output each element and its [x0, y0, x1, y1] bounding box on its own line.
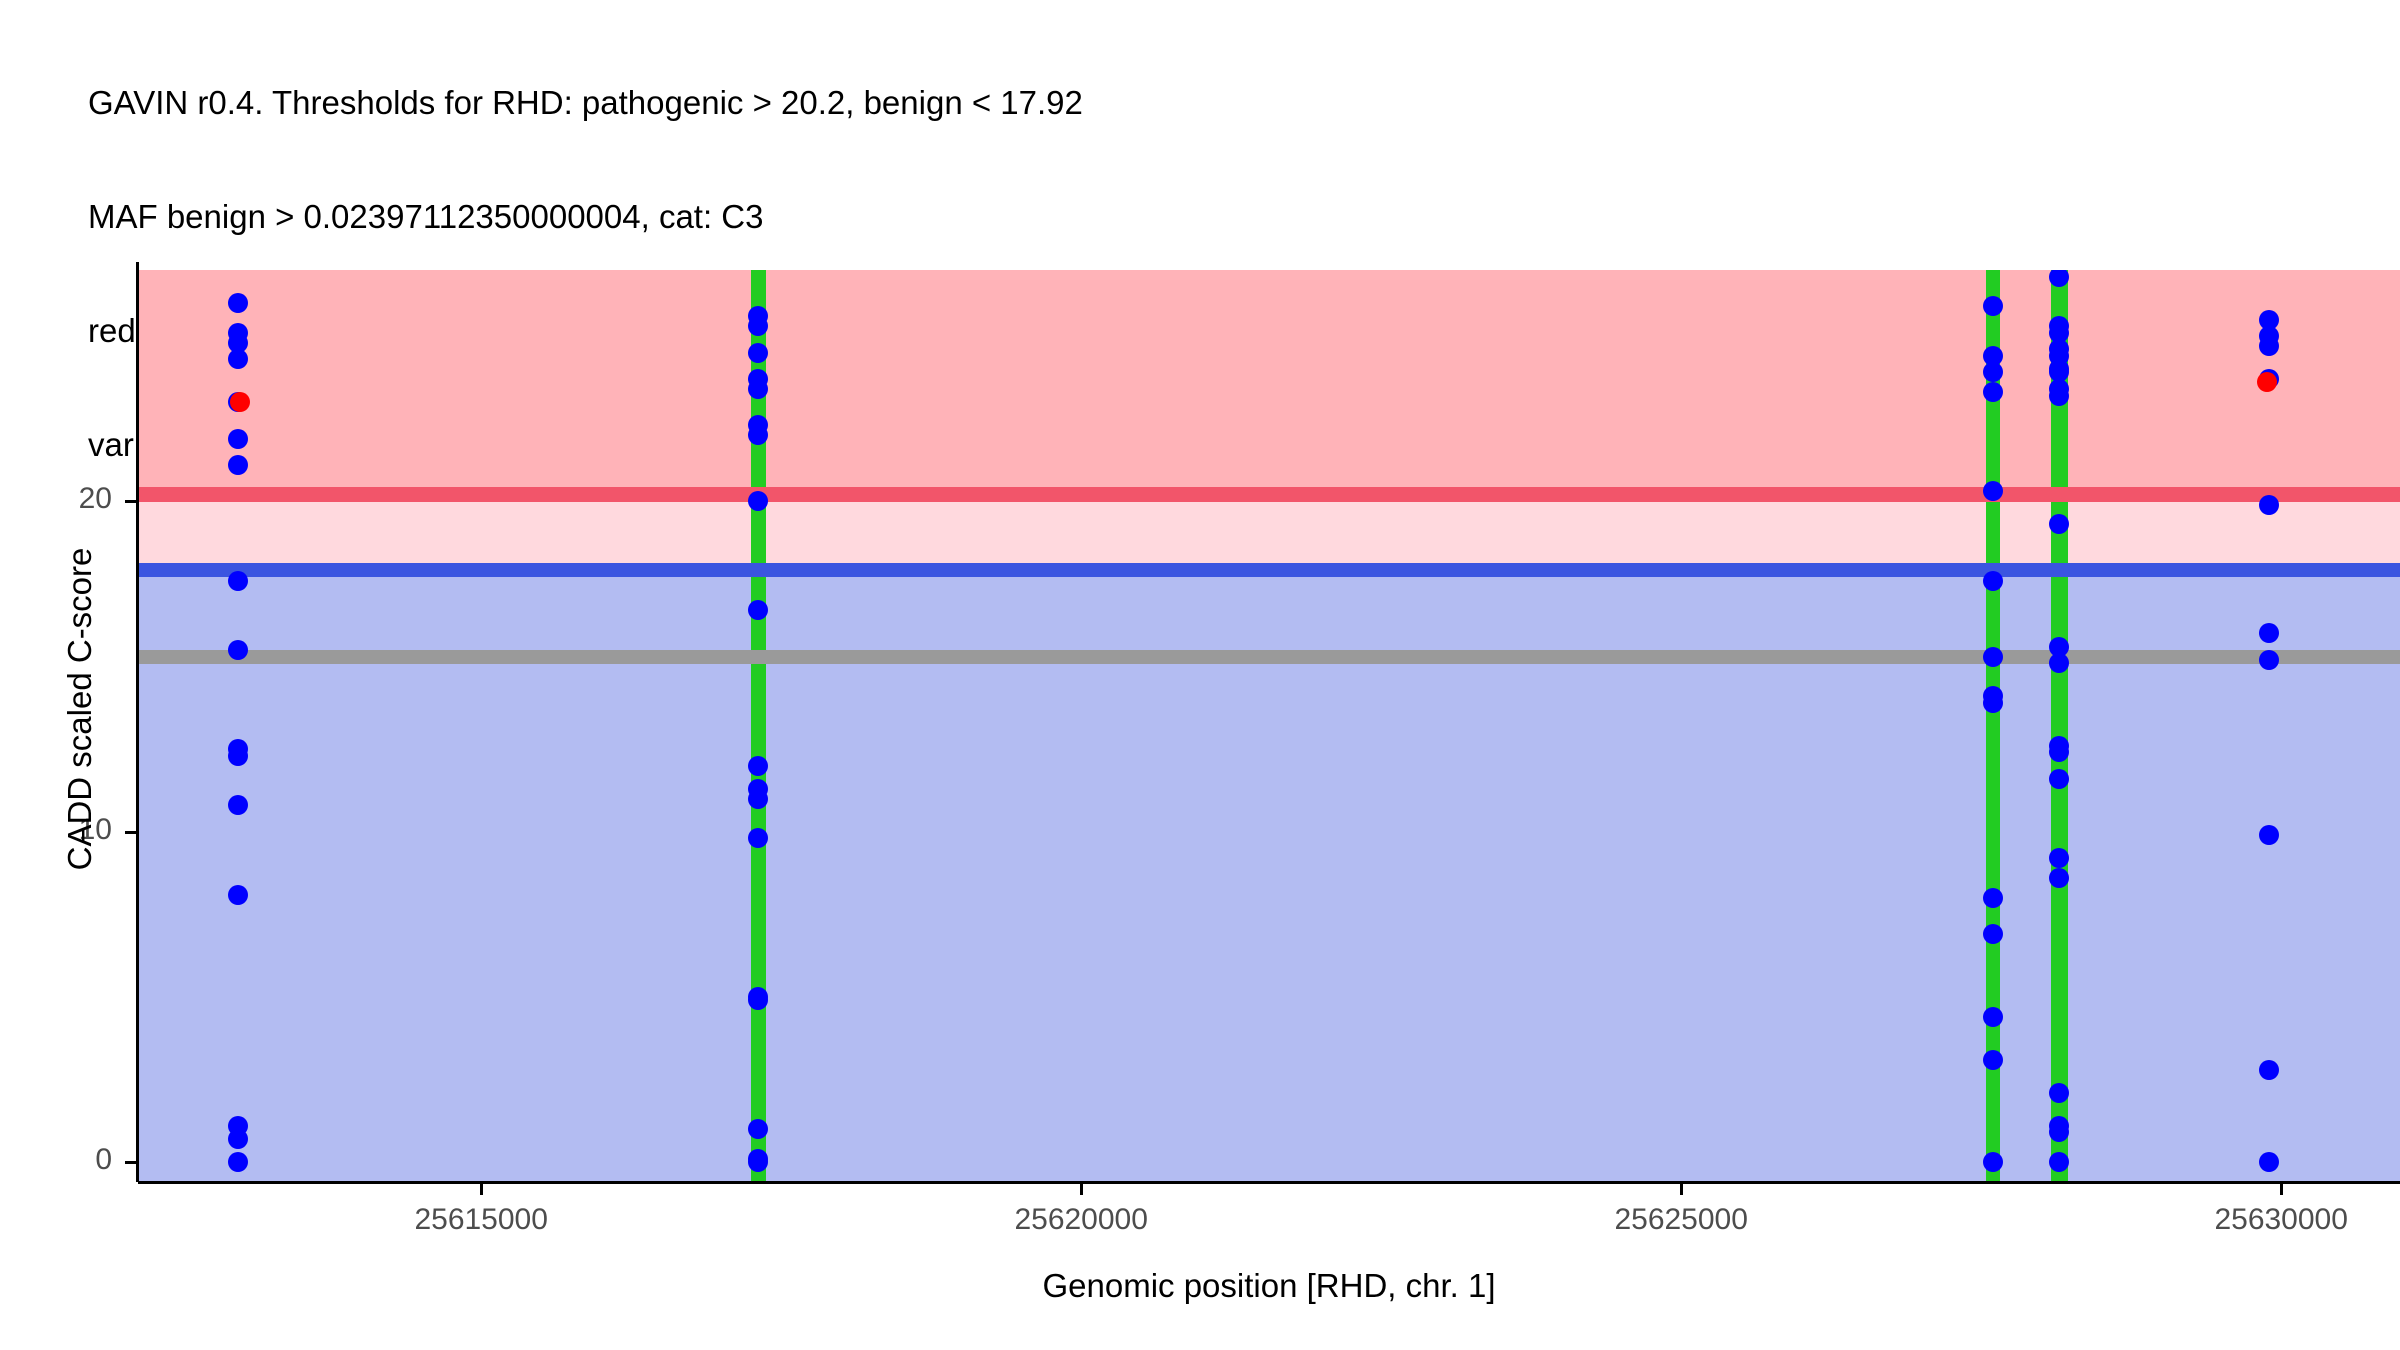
threshold-line-pathogenic-threshold — [138, 487, 2400, 503]
gnomad-variant-point — [2049, 768, 2070, 789]
plot-panel — [138, 270, 2400, 1182]
band-pathogenic — [138, 270, 2400, 495]
clinvar-pathogenic-point — [2256, 372, 2277, 393]
y-tick-label: 10 — [78, 812, 112, 846]
gnomad-variant-point — [2049, 514, 2070, 535]
x-tick-mark — [480, 1184, 484, 1195]
gnomad-variant-point — [227, 640, 248, 660]
gnomad-variant-point — [748, 828, 769, 849]
gnomad-variant-point — [1983, 382, 2004, 403]
gnomad-variant-point — [1983, 296, 2004, 317]
gnomad-variant-point — [1983, 345, 2004, 366]
gnomad-variant-point — [2259, 825, 2280, 846]
gnomad-variant-point — [748, 788, 769, 809]
gnomad-variant-point — [227, 428, 248, 449]
gnomad-variant-point — [2049, 848, 2070, 869]
gnomad-variant-point — [748, 755, 769, 776]
gnomad-variant-point — [1983, 924, 2004, 945]
plot-title-line-1: GAVIN r0.4. Thresholds for RHD: pathogen… — [88, 84, 1083, 121]
gnomad-variant-point — [2049, 1122, 2070, 1143]
gnomad-variant-point — [1983, 362, 2004, 383]
x-axis-line — [138, 1181, 2400, 1184]
gnomad-variant-point — [2049, 322, 2070, 343]
gnomad-variant-point — [2259, 1152, 2280, 1173]
gnomad-variant-point — [748, 1152, 769, 1173]
gnomad-variant-point — [2049, 1082, 2070, 1103]
gnomad-variant-point — [227, 293, 248, 314]
x-tick-label: 25630000 — [2214, 1203, 2348, 1236]
plot-title-line-2: MAF benign > 0.02397112350000004, cat: C… — [88, 198, 764, 235]
gnomad-variant-point — [1983, 887, 2004, 908]
gnomad-variant-point — [2259, 623, 2280, 644]
gnomad-variant-point — [2049, 1152, 2070, 1173]
y-tick-mark — [125, 500, 136, 504]
y-axis-label: CADD scaled C-score — [61, 547, 98, 871]
gnomad-variant-point — [227, 1129, 248, 1150]
y-tick-mark — [125, 1161, 136, 1165]
gnomad-variant-point — [2259, 336, 2280, 356]
band-ambiguous — [138, 494, 2400, 571]
y-tick-label: 20 — [78, 482, 112, 516]
gnomad-variant-point — [227, 454, 248, 475]
x-tick-mark — [1080, 1184, 1084, 1195]
gnomad-variant-point — [2049, 742, 2070, 763]
gnomad-variant-point — [2259, 494, 2280, 515]
gnomad-variant-point — [2259, 1059, 2280, 1080]
gnomad-variant-point — [227, 570, 248, 591]
gnomad-variant-point — [2259, 309, 2280, 330]
gnomad-variant-point — [748, 600, 769, 621]
exon-bar — [751, 270, 767, 1182]
gnomad-variant-point — [2049, 653, 2070, 674]
x-tick-mark — [1680, 1184, 1684, 1195]
gnomad-variant-point — [748, 378, 769, 399]
band-benign — [138, 570, 2400, 1182]
threshold-line-genome-wide-fallback — [138, 649, 2400, 664]
gnomad-variant-point — [748, 1119, 769, 1140]
gnomad-variant-point — [2259, 649, 2280, 670]
gnomad-variant-point — [2049, 362, 2070, 383]
gnomad-variant-point — [227, 1152, 248, 1173]
exon-bar — [2050, 270, 2069, 1182]
exon-bar — [1986, 270, 2001, 1182]
x-tick-label: 25625000 — [1614, 1203, 1748, 1236]
y-tick-label: 0 — [95, 1143, 112, 1177]
gnomad-variant-point — [1983, 646, 2004, 667]
gnomad-variant-point — [748, 990, 769, 1011]
gnomad-variant-point — [227, 745, 248, 766]
gnomad-variant-point — [748, 342, 769, 363]
gnomad-variant-point — [2049, 636, 2070, 657]
gnomad-variant-point — [2049, 270, 2070, 287]
threshold-line-benign-threshold — [138, 563, 2400, 578]
gnomad-variant-point — [1983, 570, 2004, 591]
y-axis-line — [136, 262, 139, 1182]
gnomad-variant-point — [748, 316, 769, 337]
y-tick-mark — [125, 830, 136, 834]
gnomad-variant-point — [1983, 692, 2004, 713]
gnomad-variant-point — [1983, 1006, 2004, 1027]
gnomad-variant-point — [748, 425, 769, 446]
x-tick-mark — [2280, 1184, 2284, 1195]
clinvar-pathogenic-point — [230, 392, 250, 413]
gnomad-variant-point — [227, 884, 248, 905]
gnomad-variant-point — [227, 332, 248, 353]
gnomad-variant-point — [2049, 385, 2070, 406]
gnomad-variant-point — [227, 349, 248, 370]
gnomad-variant-point — [748, 491, 769, 512]
gnomad-variant-point — [227, 795, 248, 816]
x-tick-label: 25615000 — [414, 1203, 548, 1236]
x-tick-label: 25620000 — [1014, 1203, 1148, 1236]
gnomad-variant-point — [1983, 1049, 2004, 1070]
gnomad-variant-point — [1983, 1152, 2004, 1173]
x-axis-label: Genomic position [RHD, chr. 1] — [1042, 1267, 1496, 1304]
gnomad-variant-point — [2049, 868, 2070, 888]
gnomad-variant-point — [1983, 481, 2004, 502]
